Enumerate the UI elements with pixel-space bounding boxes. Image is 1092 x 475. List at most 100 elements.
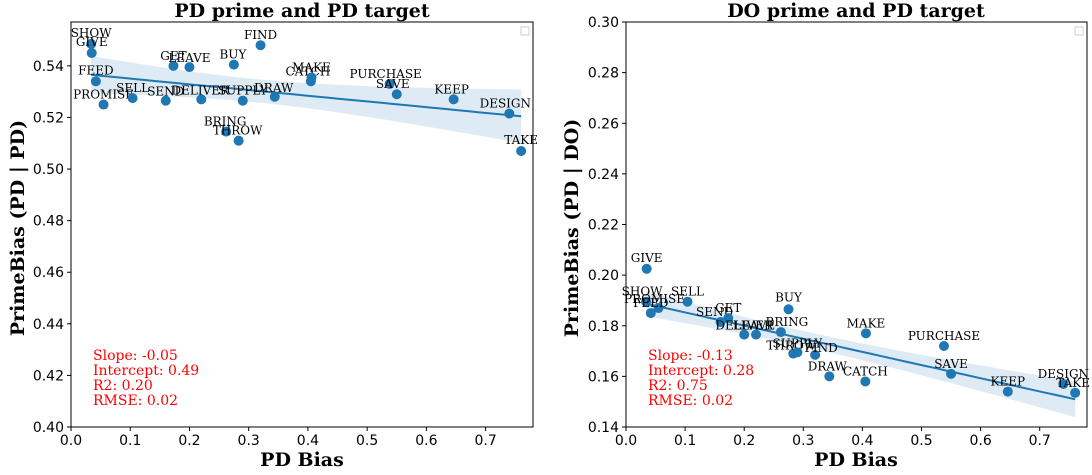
x-tick-label: 0.3 bbox=[792, 433, 814, 449]
point-label: PROMISE bbox=[73, 88, 134, 102]
x-axis-label: PD Bias bbox=[260, 449, 344, 471]
data-point bbox=[391, 89, 402, 100]
stats-line: Intercept: 0.28 bbox=[648, 363, 754, 379]
point-label: BRING bbox=[766, 315, 809, 329]
data-point bbox=[792, 347, 803, 358]
point-label: PURCHASE bbox=[908, 329, 980, 343]
data-point bbox=[1070, 387, 1081, 398]
data-point bbox=[237, 95, 248, 106]
regression-line bbox=[90, 73, 522, 118]
point-label: SHOW bbox=[71, 26, 113, 40]
data-point bbox=[98, 99, 109, 110]
point-label: LEAVE bbox=[733, 319, 775, 333]
x-axis-label: PD Bias bbox=[814, 449, 898, 471]
point-label: GET bbox=[715, 301, 741, 315]
data-point bbox=[653, 303, 664, 314]
chart-title: DO prime and PD target bbox=[727, 0, 985, 22]
y-tick-label: 0.16 bbox=[588, 369, 619, 385]
data-point bbox=[86, 47, 97, 58]
point-label: GIVE bbox=[631, 251, 663, 265]
y-tick-label: 0.22 bbox=[588, 218, 619, 234]
y-tick-label: 0.50 bbox=[33, 162, 64, 178]
data-point bbox=[233, 135, 244, 146]
x-tick-label: 0.1 bbox=[674, 433, 696, 449]
point-label: BUY bbox=[219, 48, 247, 62]
stats-line: R2: 0.75 bbox=[648, 378, 708, 394]
data-point bbox=[86, 38, 97, 49]
x-tick-label: 0.2 bbox=[178, 433, 200, 449]
point-label: THROW bbox=[213, 124, 263, 138]
data-point bbox=[824, 371, 835, 382]
data-point bbox=[682, 296, 693, 307]
plot-frame bbox=[70, 21, 534, 428]
point-label: SEND bbox=[147, 85, 184, 99]
y-tick-label: 0.54 bbox=[33, 59, 64, 75]
point-label: FEED bbox=[78, 63, 113, 77]
x-tick-label: 0.4 bbox=[297, 433, 319, 449]
y-tick-label: 0.30 bbox=[588, 15, 619, 31]
point-label: FIND bbox=[805, 341, 838, 355]
point-label: MAKE bbox=[847, 316, 886, 330]
data-point bbox=[810, 349, 821, 360]
data-point bbox=[860, 376, 871, 387]
chart-pd-prime: PD prime and PD target PD Bias PrimeBias… bbox=[7, 0, 538, 471]
data-point bbox=[168, 60, 179, 71]
point-label: SELL bbox=[671, 285, 704, 299]
confidence-band bbox=[91, 56, 522, 143]
stats-line: R2: 0.20 bbox=[93, 378, 153, 394]
point-label: SUPPLY bbox=[218, 84, 269, 98]
data-point bbox=[783, 304, 794, 315]
data-point bbox=[946, 368, 957, 379]
point-label: FEED bbox=[633, 296, 668, 310]
y-axis-label: PrimeBias (PD | DO) bbox=[561, 119, 583, 338]
data-point bbox=[160, 95, 171, 106]
point-label: CATCH bbox=[285, 64, 330, 78]
x-tick-label: 0.2 bbox=[733, 433, 755, 449]
point-label: FIND bbox=[244, 28, 277, 42]
stats-line: Slope: -0.13 bbox=[648, 348, 733, 364]
data-point bbox=[516, 145, 527, 156]
y-tick-label: 0.14 bbox=[588, 420, 619, 436]
data-point bbox=[723, 313, 734, 324]
data-point bbox=[196, 94, 207, 105]
y-tick-label: 0.48 bbox=[33, 214, 64, 230]
x-tick-label: 0.5 bbox=[910, 433, 932, 449]
data-point bbox=[504, 108, 515, 119]
x-tick-label: 0.4 bbox=[851, 433, 873, 449]
point-label: SEND bbox=[696, 305, 733, 319]
legend-box bbox=[520, 26, 530, 36]
point-label: GIVE bbox=[76, 35, 108, 49]
point-label: KEEP bbox=[991, 375, 1026, 389]
point-label: SUPPLY bbox=[773, 336, 824, 350]
point-label: GET bbox=[160, 49, 186, 63]
point-label: DRAW bbox=[808, 359, 848, 373]
chart-title: PD prime and PD target bbox=[174, 0, 430, 22]
data-point bbox=[90, 76, 101, 87]
data-point bbox=[775, 327, 786, 338]
data-point bbox=[641, 296, 652, 307]
x-tick-label: 0.1 bbox=[119, 433, 141, 449]
point-label: DESIGN bbox=[1038, 367, 1089, 381]
data-point bbox=[641, 263, 652, 274]
y-tick-label: 0.42 bbox=[33, 368, 64, 384]
y-tick-label: 0.18 bbox=[588, 319, 619, 335]
point-label: MAKE bbox=[292, 60, 331, 74]
y-tick-label: 0.44 bbox=[33, 317, 64, 333]
x-tick-label: 0.6 bbox=[415, 433, 437, 449]
point-label: LEAVE bbox=[168, 51, 210, 65]
data-point bbox=[739, 329, 750, 340]
point-label: DELIVER bbox=[715, 319, 774, 333]
point-label: CATCH bbox=[843, 364, 888, 378]
y-axis-label: PrimeBias (PD | PD) bbox=[7, 120, 29, 336]
data-point bbox=[228, 59, 239, 70]
y-tick-label: 0.20 bbox=[588, 268, 619, 284]
x-tick-label: 0.0 bbox=[615, 433, 637, 449]
point-label: PURCHASE bbox=[350, 67, 422, 81]
point-label: TAKE bbox=[1056, 376, 1090, 390]
point-label: DESIGN bbox=[480, 97, 531, 111]
data-point bbox=[306, 72, 317, 83]
data-point bbox=[1058, 378, 1069, 389]
data-point bbox=[715, 316, 726, 327]
point-label: KEEP bbox=[434, 82, 469, 96]
point-label: PROMISE bbox=[624, 292, 685, 306]
